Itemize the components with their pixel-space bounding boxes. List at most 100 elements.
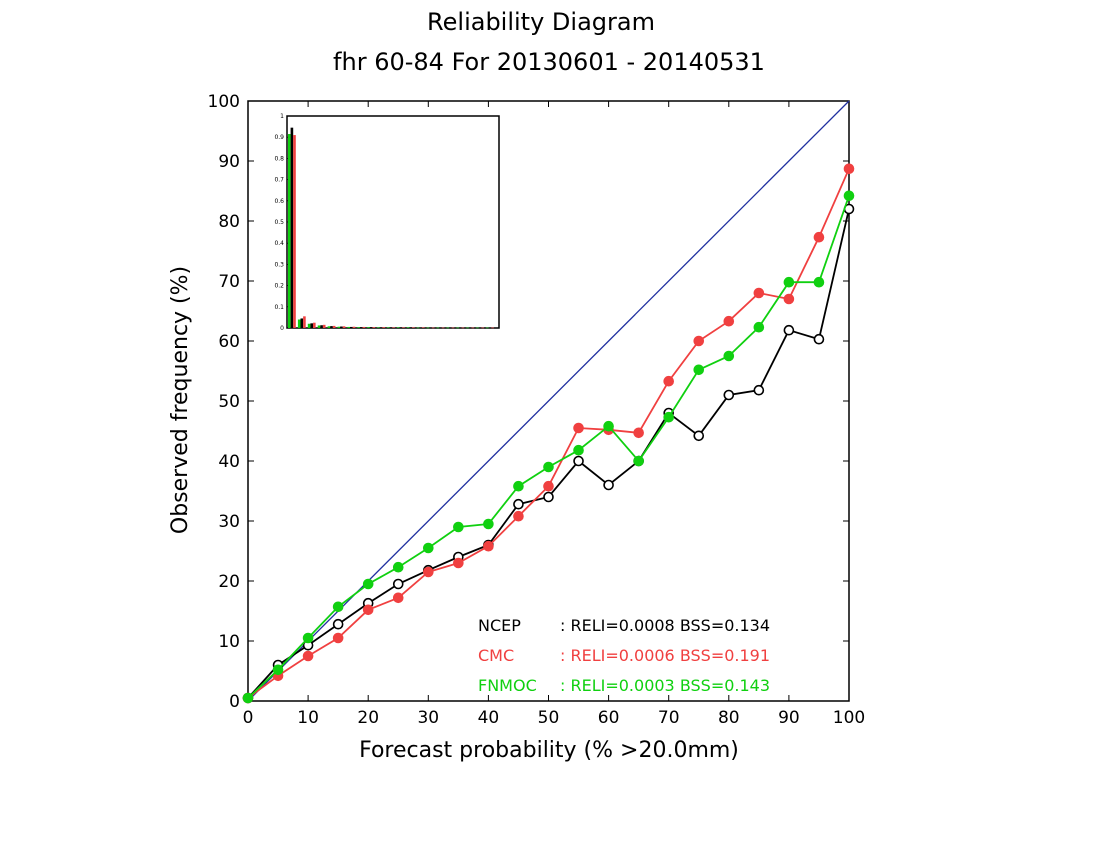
- y-tick-label: 40: [218, 452, 240, 472]
- data-point-ncep: [813, 333, 825, 345]
- inset-bar-fnmoc: [446, 327, 450, 329]
- inset-bar-cmc: [313, 322, 316, 328]
- inset-bar-cmc: [461, 327, 465, 329]
- legend-name-ncep: NCEP: [478, 616, 521, 635]
- data-point-fnmoc: [663, 411, 675, 423]
- data-point-ncep: [392, 578, 404, 590]
- x-tick-label: 20: [357, 708, 379, 728]
- inset-bar-cmc: [421, 327, 425, 328]
- inset-y-tick-label: 0: [280, 325, 284, 332]
- inset-bar-ncep: [290, 127, 294, 328]
- inset-bar-ncep: [419, 327, 422, 329]
- inset-bar-fnmoc: [466, 327, 469, 329]
- data-point-fnmoc: [843, 190, 855, 202]
- data-point-fnmoc: [423, 542, 434, 554]
- data-point-cmc: [723, 315, 735, 327]
- data-point-fnmoc: [543, 461, 554, 473]
- data-point-cmc: [332, 632, 344, 644]
- data-point-cmc: [453, 557, 464, 569]
- inset-bar-ncep: [488, 327, 492, 329]
- x-tick-label: 100: [833, 708, 865, 728]
- data-point-cmc: [633, 427, 644, 439]
- data-point-fnmoc: [753, 321, 765, 333]
- inset-bar-cmc: [293, 135, 296, 328]
- inset-bar-ncep: [379, 327, 383, 328]
- inset-bar-fnmoc: [396, 327, 400, 328]
- legend: NCEP: RELI=0.0008 BSS=0.134 CMC: RELI=0.0…: [478, 616, 770, 695]
- inset-frame: [286, 115, 500, 329]
- inset-bar-ncep: [449, 327, 452, 329]
- inset-bar-fnmoc: [367, 327, 370, 328]
- inset-bar-cmc: [412, 327, 415, 328]
- inset-bar-fnmoc: [347, 326, 351, 328]
- data-point-ncep: [573, 455, 584, 467]
- inset-histogram: 0 0.1 0.2 0.3 0.4 0.5 0.6 0.7 0.8 0.9 1: [274, 113, 500, 332]
- inset-bar-cmc: [481, 327, 484, 329]
- inset-y-tick-label: 0.9: [274, 134, 284, 141]
- inset-bar-fnmoc: [297, 319, 301, 328]
- inset-bar-ncep: [478, 327, 482, 329]
- y-tick-label: 70: [218, 272, 240, 292]
- inset-bar-fnmoc: [406, 327, 410, 328]
- inset-bar-ncep: [340, 326, 343, 328]
- inset-bar-ncep: [399, 327, 403, 328]
- inset-bar-ncep: [320, 325, 323, 328]
- x-tick-label: 90: [778, 708, 800, 728]
- x-tick-label: 70: [658, 708, 680, 728]
- data-point-fnmoc: [483, 518, 494, 530]
- inset-bar-ncep: [468, 327, 472, 329]
- data-point-fnmoc: [813, 276, 825, 288]
- y-tick-label: 50: [218, 392, 240, 412]
- inset-bar-ncep: [300, 318, 304, 328]
- data-point-fnmoc: [242, 692, 254, 704]
- y-tick-label: 0: [229, 692, 240, 712]
- inset-y-tick-label: 0.4: [274, 240, 284, 247]
- x-tick-label: 30: [417, 708, 439, 728]
- inset-y-tick-label: 0.5: [274, 219, 284, 226]
- data-point-fnmoc: [783, 276, 795, 288]
- legend-name-fnmoc: FNMOC: [478, 676, 537, 695]
- inset-y-tick-label: 0.6: [274, 198, 284, 205]
- inset-bar-ncep: [330, 326, 333, 328]
- data-point-fnmoc: [633, 455, 644, 467]
- inset-y-tick-label: 0.8: [274, 155, 284, 162]
- inset-bar-fnmoc: [456, 327, 459, 329]
- inset-bar-cmc: [372, 327, 376, 328]
- x-axis-label: Forecast probability (% >20.0mm): [359, 738, 739, 763]
- diagonal-line: [247, 100, 850, 702]
- y-tick-label: 90: [218, 152, 240, 172]
- data-point-cmc: [753, 287, 765, 299]
- data-point-fnmoc: [362, 578, 374, 590]
- data-point-cmc: [483, 540, 494, 552]
- data-point-ncep: [513, 498, 524, 510]
- inset-bar-cmc: [451, 327, 455, 329]
- inset-bar-cmc: [362, 326, 366, 328]
- data-point-cmc: [693, 335, 705, 347]
- inset-bar-fnmoc: [357, 327, 360, 328]
- y-tick-label: 60: [218, 332, 240, 352]
- inset-bar-cmc: [471, 327, 475, 329]
- data-point-fnmoc: [332, 601, 344, 613]
- data-point-cmc: [843, 163, 855, 175]
- inset-bar-fnmoc: [317, 325, 321, 328]
- x-tick-label: 50: [538, 708, 560, 728]
- inset-bar-cmc: [402, 327, 405, 328]
- inset-bar-cmc: [491, 327, 494, 329]
- inset-bar-fnmoc: [476, 327, 479, 329]
- data-point-cmc: [573, 422, 584, 434]
- inset-bar-cmc: [332, 325, 336, 328]
- data-point-cmc: [543, 480, 554, 492]
- data-point-ncep: [693, 430, 705, 442]
- inset-bar-fnmoc: [337, 326, 341, 328]
- data-point-ncep: [753, 384, 765, 396]
- inset-bar-ncep: [359, 327, 363, 328]
- y-tick-label: 10: [218, 632, 240, 652]
- inset-bar-cmc: [322, 324, 326, 328]
- legend-stats-ncep: : RELI=0.0008 BSS=0.134: [560, 616, 770, 635]
- inset-bar-fnmoc: [426, 327, 430, 329]
- data-point-fnmoc: [272, 664, 284, 676]
- data-point-cmc: [783, 293, 795, 305]
- legend-stats-fnmoc: : RELI=0.0003 BSS=0.143: [560, 676, 770, 695]
- data-point-ncep: [723, 389, 735, 401]
